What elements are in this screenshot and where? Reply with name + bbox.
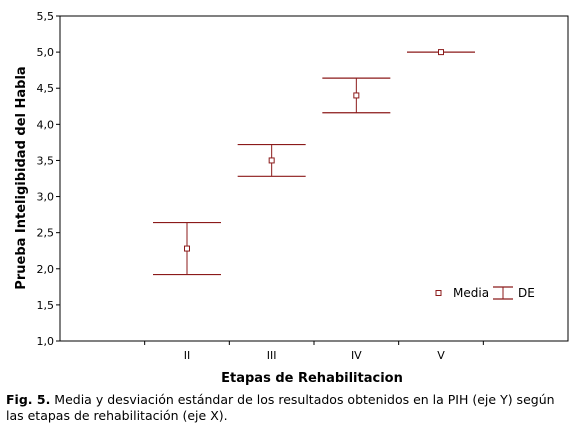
y-axis: 1,0 1,5 2,0 2,5 3,0 3,5 4,0 4,5 5,0 5,5: [37, 10, 60, 348]
y-tick-label: 1,5: [37, 299, 55, 312]
x-tick-label: IV: [351, 349, 362, 362]
x-axis-title: Etapas de Rehabilitacion: [221, 371, 403, 386]
chart-canvas: 1,01,52,02,53,03,54,04,55,05,5 II III IV V …: [14, 10, 569, 386]
x-tick-label: V: [437, 349, 445, 362]
y-tick-label: 3,0: [37, 191, 55, 204]
chart: 1,0 1,5 2,0 2,5 3,0 3,5 4,0 4,5 5,0 5,5 II III IV V …: [14, 10, 569, 386]
caption-text: Media y desviación estándar de los resul…: [6, 392, 555, 423]
y-tick-label: 2,5: [37, 227, 55, 240]
plot-frame: [59, 15, 569, 342]
y-tick-label: 4,0: [37, 118, 55, 131]
x-tick-label: III: [267, 349, 277, 362]
mean-marker: [268, 157, 275, 164]
errorbar-III: [237, 143, 306, 177]
x-tick-label: II: [184, 349, 191, 362]
caption-label: Fig. 5.: [6, 392, 51, 407]
y-tick-label: 2,0: [37, 263, 55, 276]
data-marks: [153, 49, 475, 276]
legend-mean-label: Media: [453, 286, 489, 300]
mean-marker: [438, 49, 444, 56]
errorbar-IV: [322, 77, 391, 114]
mean-marker: [353, 92, 360, 99]
y-tick-label: 1,0: [37, 335, 55, 348]
legend-mean-marker: [435, 290, 442, 296]
y-tick-label: 5,5: [37, 10, 55, 23]
errorbar-II: [153, 221, 221, 276]
legend-sd-label: DE: [518, 286, 535, 300]
legend: Media DE: [435, 286, 535, 300]
y-tick-label: 4,5: [37, 82, 55, 95]
y-tick-label: 5,0: [37, 46, 55, 59]
mean-marker: [184, 245, 190, 252]
y-axis-title: Prueba Inteligibidad del Habla: [14, 66, 29, 289]
errorbar-V: [407, 49, 475, 56]
y-tick-label: 3,5: [37, 154, 55, 167]
x-axis: II III IV V: [144, 341, 484, 362]
figure-caption: Fig. 5. Media y desviación estándar de l…: [6, 392, 566, 424]
